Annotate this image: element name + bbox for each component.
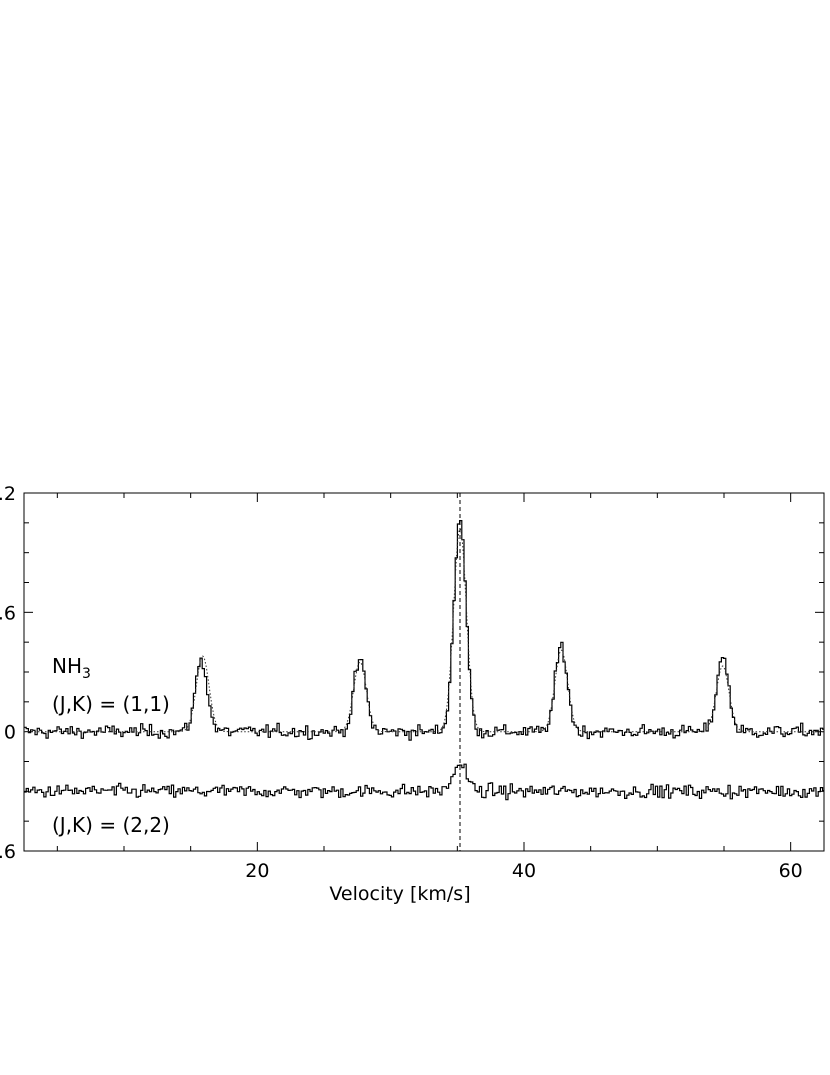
transition-22-label: (J,K) = (2,2) [52, 813, 170, 837]
x-tick-label: 40 [512, 860, 536, 882]
spectrum-series-2 [24, 763, 824, 801]
y-tick-label: 0 [4, 722, 16, 744]
axis-ticks [24, 492, 824, 852]
x-axis-title: Velocity [km/s] [329, 883, 470, 905]
y-tick-labels: .2 .6 0 .6 [0, 483, 16, 863]
nh3-label: NH3 [52, 654, 91, 682]
x-tick-label: 60 [779, 860, 803, 882]
plot-frame [23, 492, 825, 852]
transition-11-label: (J,K) = (1,1) [52, 692, 170, 716]
fit-series-1 [24, 527, 824, 733]
y-tick-label: .6 [0, 841, 16, 863]
y-tick-label: .6 [0, 602, 16, 624]
y-tick-label: .2 [0, 483, 16, 505]
x-tick-labels: 20 40 60 [245, 860, 803, 882]
plot-area [24, 493, 824, 851]
spectrum-series-0 [24, 520, 824, 741]
x-tick-label: 20 [245, 860, 269, 882]
